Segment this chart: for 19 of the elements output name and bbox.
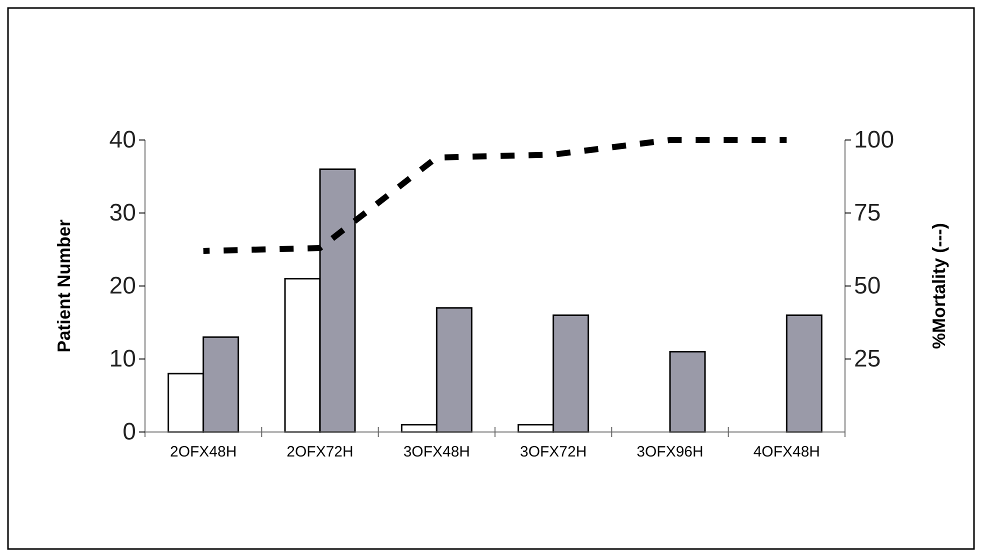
x-tick-label: 2OFX72H (286, 444, 354, 461)
bar (786, 314, 822, 433)
y-tick-label: 0 (122, 418, 136, 446)
y-tick-label: 20 (109, 272, 136, 300)
y-tick-label: 30 (109, 200, 136, 227)
x-tick-label: 3OFX96H (636, 444, 704, 461)
y2-axis-title: %Mortality (---) (929, 223, 949, 349)
y2-tick-label: 50 (854, 272, 881, 300)
y-axis-title: Patient Number (54, 219, 74, 353)
bar (669, 350, 706, 433)
y2-tick-label: 75 (854, 200, 881, 227)
x-tick-label: 2OFX48H (170, 444, 237, 461)
x-tick-label: 4OFX48H (753, 444, 820, 461)
y-tick-label: 10 (109, 346, 136, 373)
x-tick-label: 3OFX72H (520, 444, 587, 461)
y-tick-label: 40 (109, 126, 136, 154)
y2-tick-label: 25 (854, 346, 881, 373)
x-tick-label: 3OFX48H (403, 444, 470, 461)
y2-tick-label: 100 (854, 126, 894, 154)
